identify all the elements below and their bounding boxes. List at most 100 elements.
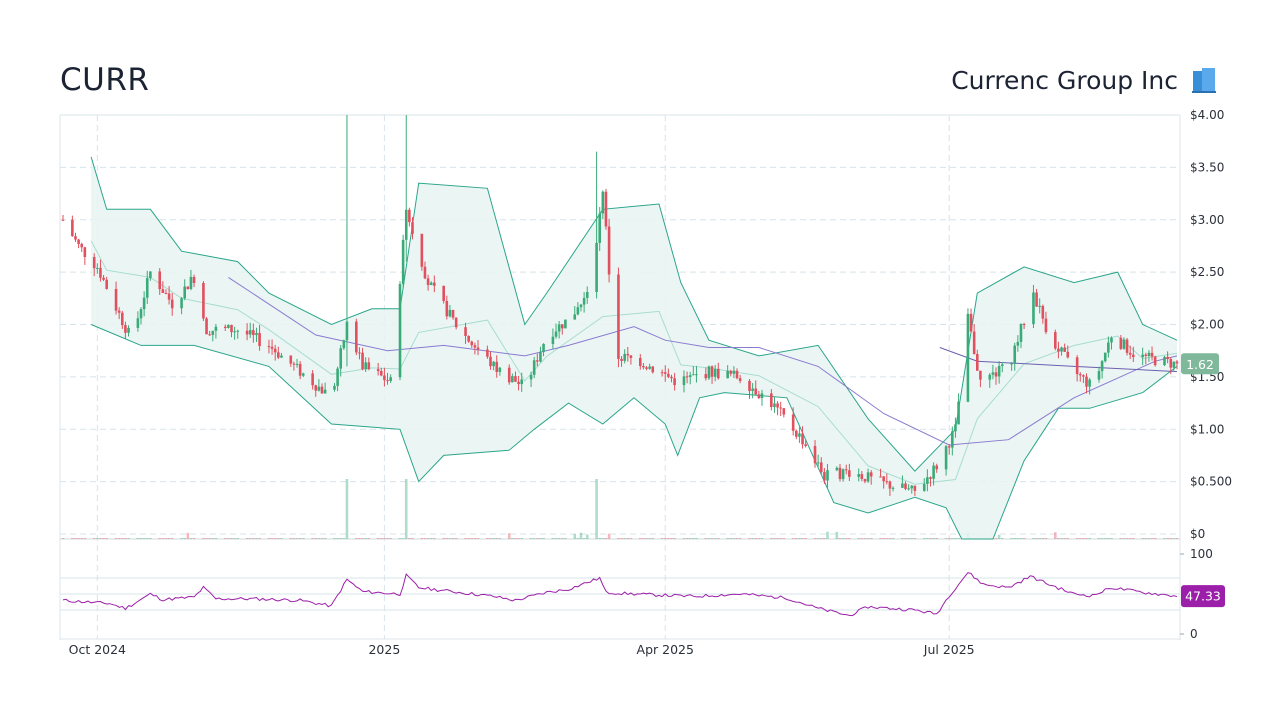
rsi-value-label: 47.33 bbox=[1185, 589, 1221, 604]
candle-body bbox=[791, 414, 795, 431]
volume-bar bbox=[801, 538, 804, 539]
volume-bar bbox=[576, 538, 580, 539]
volume-bar bbox=[704, 538, 708, 539]
volume-bar bbox=[754, 538, 758, 539]
volume-bar bbox=[273, 538, 277, 539]
candle-body bbox=[972, 331, 976, 355]
volume-bar bbox=[1097, 538, 1101, 539]
candle-body bbox=[367, 362, 371, 370]
volume-bar bbox=[495, 538, 499, 539]
volume-bar bbox=[120, 538, 124, 539]
candle-body bbox=[233, 331, 236, 333]
volume-bar bbox=[245, 538, 249, 539]
candle-body bbox=[707, 366, 711, 379]
volume-bar bbox=[1054, 532, 1057, 539]
volume-bar bbox=[648, 538, 651, 539]
volume-bar bbox=[423, 538, 427, 539]
volume-bar bbox=[401, 538, 405, 539]
candle-body bbox=[757, 394, 761, 399]
candle-body bbox=[1078, 374, 1082, 376]
volume-bar bbox=[776, 538, 779, 539]
volume-bar bbox=[1032, 538, 1035, 539]
candle-body bbox=[227, 324, 230, 328]
candle-body bbox=[102, 277, 105, 280]
volume-bar bbox=[445, 538, 449, 539]
candle-body bbox=[164, 293, 168, 295]
candle-body bbox=[495, 361, 499, 372]
volume-bar bbox=[685, 538, 689, 539]
candle-body bbox=[507, 367, 511, 383]
candle-body bbox=[838, 467, 842, 480]
candle-body bbox=[582, 297, 586, 305]
candle-body bbox=[907, 488, 910, 490]
company-name: Currenc Group Inc bbox=[951, 66, 1178, 95]
candle-body bbox=[167, 293, 171, 300]
candle-body bbox=[476, 347, 480, 350]
rsi-value-badge bbox=[1181, 585, 1225, 608]
candle-body bbox=[314, 385, 318, 391]
volume-bar bbox=[598, 538, 602, 539]
candle-body bbox=[423, 266, 427, 279]
volume-bar bbox=[738, 538, 742, 539]
candle-body bbox=[1169, 359, 1173, 368]
price-tick-label: $0.500 bbox=[1190, 475, 1232, 489]
candle-body bbox=[1057, 348, 1060, 352]
volume-bar bbox=[161, 538, 165, 539]
candle-body bbox=[386, 380, 389, 382]
volume-bar bbox=[398, 538, 402, 539]
candle-body bbox=[869, 472, 873, 477]
candle-body bbox=[214, 326, 218, 331]
volume-bar bbox=[186, 532, 190, 539]
volume-bar bbox=[236, 538, 240, 539]
volume-bar bbox=[1041, 538, 1045, 539]
moving-average-line bbox=[228, 276, 1178, 446]
volume-bar bbox=[205, 538, 208, 539]
moving-average-line-2 bbox=[939, 347, 1178, 373]
candle-body bbox=[170, 299, 174, 309]
candle-body bbox=[732, 370, 736, 374]
candle-body bbox=[735, 370, 739, 379]
volume-bar bbox=[408, 538, 411, 539]
candle-body bbox=[120, 312, 124, 326]
volume-bar bbox=[358, 538, 361, 539]
volume-bar bbox=[888, 538, 892, 539]
candle-body bbox=[726, 370, 729, 379]
candle-body bbox=[364, 362, 367, 370]
candle-body bbox=[1150, 352, 1154, 357]
candle-body bbox=[105, 279, 108, 289]
date-tick-label: 2025 bbox=[368, 642, 400, 657]
candle-body bbox=[1044, 318, 1048, 333]
candle-body bbox=[957, 401, 960, 425]
candle-body bbox=[891, 487, 895, 489]
volume-bar bbox=[442, 538, 445, 539]
candle-body bbox=[648, 366, 651, 369]
volume-bar bbox=[1063, 538, 1066, 539]
volume-bar bbox=[773, 538, 776, 539]
candle-body bbox=[202, 282, 205, 319]
volume-bar bbox=[1125, 538, 1129, 539]
candle-body bbox=[336, 368, 339, 386]
volume-bar bbox=[804, 538, 807, 539]
volume-bar bbox=[935, 538, 939, 539]
volume-bar bbox=[857, 538, 861, 539]
candle-body bbox=[1082, 375, 1085, 377]
candle-body bbox=[355, 321, 358, 353]
volume-bar bbox=[167, 538, 171, 539]
volume-bar bbox=[486, 538, 489, 539]
candle-body bbox=[433, 282, 436, 286]
candle-body bbox=[92, 256, 96, 269]
candle-body bbox=[879, 476, 882, 478]
candle-body bbox=[863, 478, 867, 482]
candle-body bbox=[114, 288, 118, 311]
candle-body bbox=[161, 289, 165, 294]
candle-body bbox=[692, 374, 695, 376]
candle-body bbox=[498, 367, 502, 372]
volume-bar bbox=[1057, 538, 1060, 539]
candle-body bbox=[245, 330, 249, 335]
volume-bar bbox=[1066, 538, 1070, 539]
candle-body bbox=[573, 314, 577, 320]
candle-body bbox=[532, 360, 536, 375]
volume-bar bbox=[1147, 538, 1151, 539]
volume-bar bbox=[1038, 538, 1042, 539]
volume-bar bbox=[517, 538, 520, 539]
